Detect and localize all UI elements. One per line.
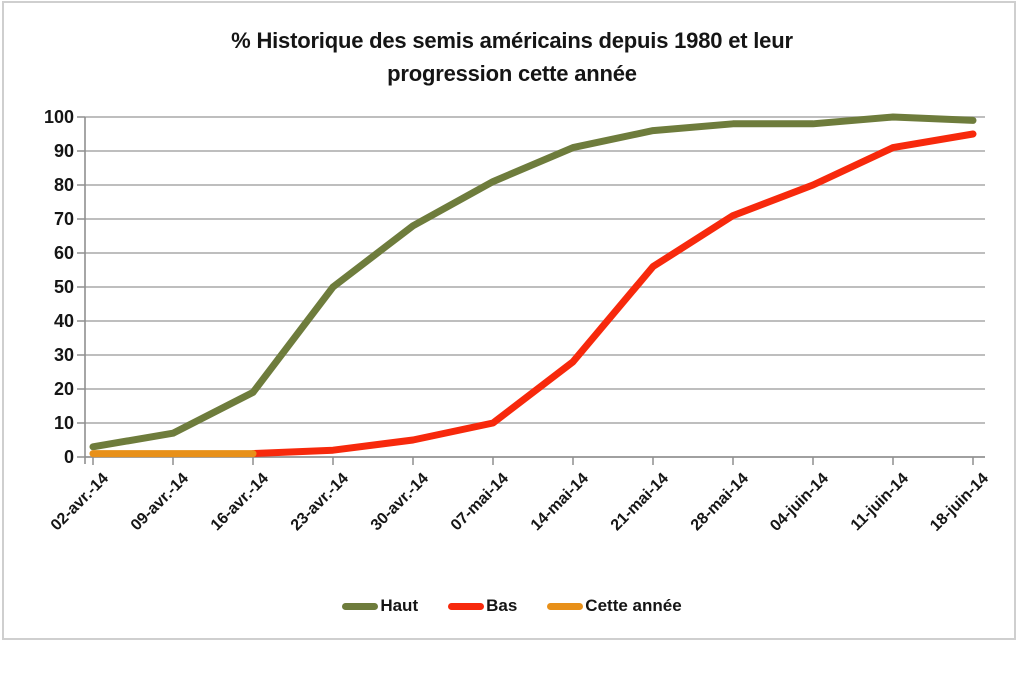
y-tick-label: 50: [53, 277, 74, 297]
legend-swatch-icon: [448, 602, 485, 610]
y-tick-label: 10: [53, 413, 74, 433]
legend-label: Haut: [380, 596, 419, 615]
series-line-haut: [89, 113, 977, 451]
y-tick-label: 70: [53, 209, 74, 229]
legend-item: Haut: [342, 596, 418, 616]
chart-title-line2: progression cette année: [387, 61, 637, 86]
chart-title-line1: % Historique des semis américains depuis…: [231, 28, 793, 53]
legend-label: Cette année: [585, 596, 682, 615]
y-tick-label: 90: [53, 141, 74, 161]
legend: Haut Bas Cette année: [0, 593, 1024, 619]
y-tick-label: 80: [53, 175, 74, 195]
legend-swatch-icon: [342, 602, 379, 610]
y-tick-label: 0: [63, 447, 74, 467]
y-tick-label: 30: [53, 345, 74, 365]
y-tick-label: 60: [53, 243, 74, 263]
y-tick-label: 40: [53, 311, 74, 331]
series-line-bas: [249, 130, 977, 458]
y-tick-label: 100: [43, 107, 74, 127]
y-tick-label: 20: [53, 379, 74, 399]
legend-item: Cette année: [547, 596, 682, 616]
legend-label: Bas: [486, 596, 518, 615]
legend-swatch-icon: [547, 602, 584, 610]
chart-title: % Historique des semis américains depuis…: [62, 24, 962, 90]
legend-item: Bas: [448, 596, 517, 616]
